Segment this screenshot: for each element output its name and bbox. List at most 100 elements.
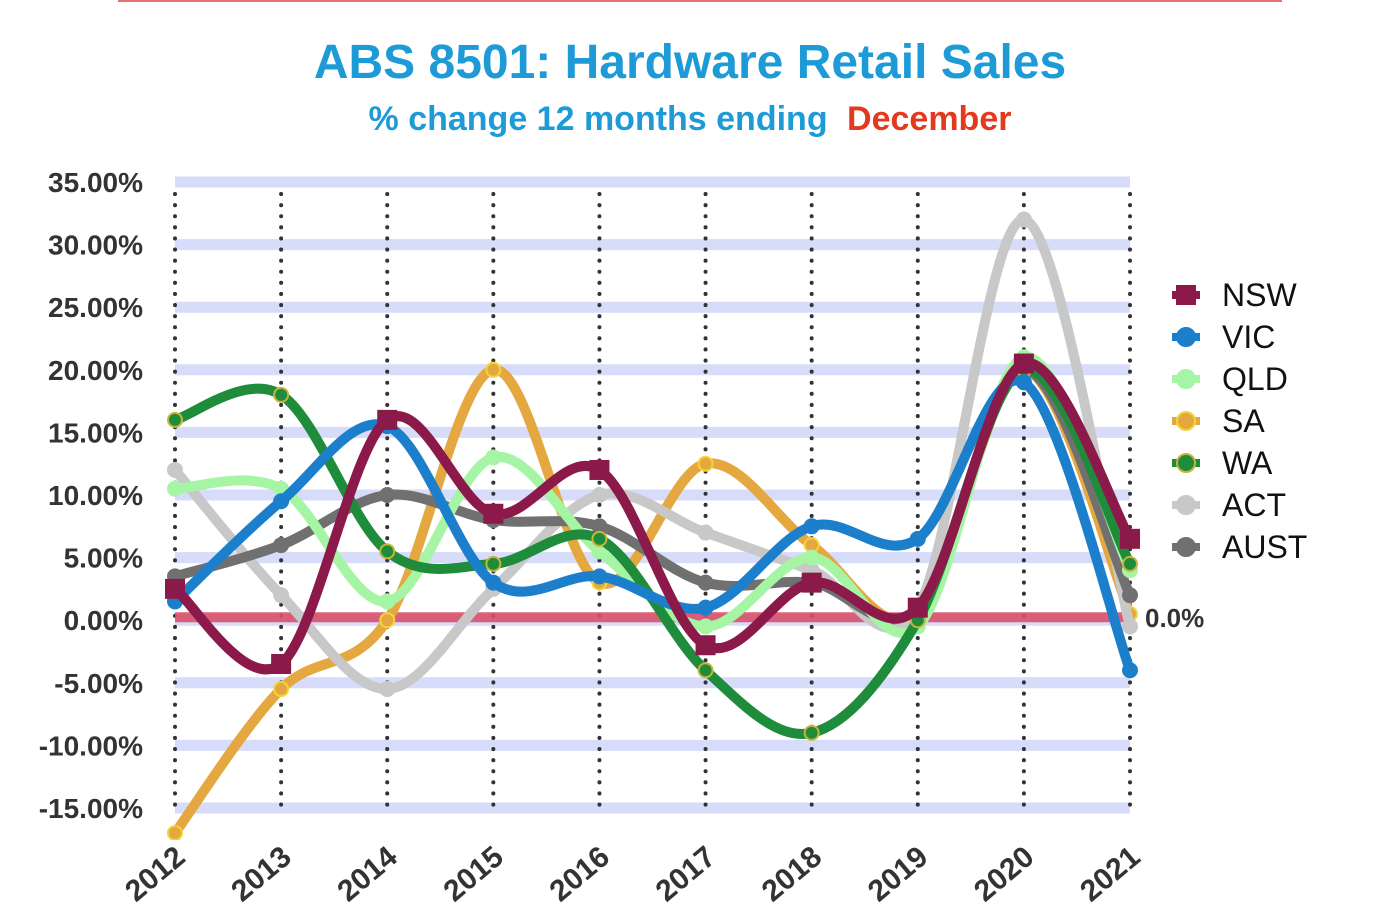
y-tick-label: 15.00% bbox=[48, 417, 143, 448]
point-vic-2016 bbox=[591, 568, 608, 585]
point-aust-2013 bbox=[273, 537, 290, 554]
point-act-2016 bbox=[591, 487, 608, 503]
point-wa-2013 bbox=[273, 386, 290, 403]
x-tick-label: 2013 bbox=[225, 840, 297, 908]
zero-line-label: 0.0% bbox=[1145, 603, 1204, 633]
point-wa-2018 bbox=[803, 724, 820, 741]
point-act-2021 bbox=[1122, 618, 1138, 635]
legend-item-nsw: NSW bbox=[1172, 277, 1297, 313]
point-nsw-2015 bbox=[483, 503, 504, 524]
legend: NSW VIC QLD SA WA ACT AUST bbox=[1172, 277, 1307, 565]
legend-label: AUST bbox=[1222, 529, 1307, 565]
point-aust-2017 bbox=[697, 574, 714, 591]
y-tick-label: -15.00% bbox=[39, 793, 143, 824]
legend-marker bbox=[1176, 537, 1196, 557]
point-nsw-2014 bbox=[377, 409, 398, 430]
y-tick-label: -10.00% bbox=[39, 730, 143, 761]
vertical-gridlines bbox=[173, 192, 1132, 810]
point-wa-2016 bbox=[591, 530, 608, 547]
point-act-2012 bbox=[167, 461, 183, 478]
x-tick-label: 2012 bbox=[119, 840, 191, 908]
y-tick-label: 30.00% bbox=[48, 230, 143, 261]
y-tick-label: -5.00% bbox=[54, 668, 143, 699]
point-qld-2017 bbox=[697, 618, 714, 635]
series-lines bbox=[165, 211, 1140, 840]
point-act-2013 bbox=[273, 587, 290, 604]
legend-label: WA bbox=[1222, 445, 1273, 481]
point-vic-2017 bbox=[697, 599, 714, 616]
legend-marker bbox=[1176, 411, 1196, 431]
y-tick-label: 20.00% bbox=[48, 355, 143, 386]
chart-subtitle: % change 12 months ending December bbox=[369, 100, 1012, 138]
subtitle-highlight: December bbox=[847, 100, 1011, 138]
series-line-nsw bbox=[170, 358, 1135, 675]
point-vic-2015 bbox=[485, 574, 502, 591]
point-wa-2015 bbox=[485, 555, 502, 572]
point-vic-2018 bbox=[803, 518, 820, 535]
point-wa-2014 bbox=[379, 543, 396, 560]
point-qld-2012 bbox=[167, 480, 183, 497]
point-nsw-2016 bbox=[589, 459, 610, 480]
x-tick-label: 2019 bbox=[862, 840, 934, 908]
point-act-2014 bbox=[379, 681, 396, 698]
legend-item-act: ACT bbox=[1172, 487, 1286, 523]
legend-label: ACT bbox=[1222, 487, 1286, 523]
point-wa-2012 bbox=[167, 411, 183, 428]
y-tick-label: 35.00% bbox=[48, 167, 143, 198]
point-nsw-2012 bbox=[165, 578, 185, 599]
x-axis-tick-labels: 2012 2013 2014 2015 2016 2017 2018 2019 2020 2021 bbox=[119, 840, 1146, 908]
point-act-2020 bbox=[1015, 211, 1032, 228]
legend-label: QLD bbox=[1222, 361, 1288, 397]
point-sa-2014 bbox=[379, 612, 396, 629]
legend-item-wa: WA bbox=[1172, 445, 1273, 481]
point-vic-2013 bbox=[273, 493, 290, 510]
y-tick-label: 0.00% bbox=[64, 605, 143, 636]
horizontal-gridlines bbox=[175, 176, 1130, 814]
x-tick-label: 2020 bbox=[968, 840, 1040, 908]
point-aust-2014 bbox=[379, 487, 396, 503]
x-tick-label: 2017 bbox=[650, 840, 722, 908]
legend-item-vic: VIC bbox=[1172, 319, 1275, 355]
legend-label: VIC bbox=[1222, 319, 1275, 355]
legend-item-qld: QLD bbox=[1172, 361, 1288, 397]
y-axis-tick-labels: 35.00% 30.00% 25.00% 20.00% 15.00% 10.00% 5.00… bbox=[39, 167, 143, 824]
series-nsw bbox=[165, 353, 1140, 675]
y-tick-label: 10.00% bbox=[48, 480, 143, 511]
point-vic-2019 bbox=[909, 530, 926, 547]
point-qld-2018 bbox=[803, 549, 820, 566]
point-nsw-2021 bbox=[1120, 528, 1140, 549]
point-nsw-2018 bbox=[801, 572, 822, 593]
legend-label: SA bbox=[1222, 403, 1265, 439]
legend-marker bbox=[1176, 453, 1196, 473]
point-qld-2014 bbox=[379, 593, 396, 610]
legend-marker bbox=[1176, 495, 1196, 515]
legend-marker bbox=[1176, 327, 1196, 347]
point-sa-2013 bbox=[273, 681, 290, 698]
point-nsw-2013 bbox=[271, 654, 292, 675]
point-act-2017 bbox=[697, 524, 714, 541]
chart-title: ABS 8501: Hardware Retail Sales bbox=[314, 36, 1066, 89]
point-qld-2015 bbox=[485, 449, 502, 466]
x-tick-label: 2021 bbox=[1074, 840, 1146, 908]
x-tick-label: 2014 bbox=[331, 840, 404, 908]
x-tick-label: 2015 bbox=[437, 840, 509, 908]
subtitle-prefix: % change 12 months ending bbox=[369, 100, 828, 138]
y-tick-label: 5.00% bbox=[64, 543, 143, 574]
point-nsw-2019 bbox=[907, 597, 928, 618]
point-vic-2021 bbox=[1122, 662, 1138, 679]
point-sa-2015 bbox=[485, 361, 502, 378]
legend-item-sa: SA bbox=[1172, 403, 1265, 439]
x-tick-label: 2016 bbox=[544, 840, 616, 908]
point-sa-2017 bbox=[697, 455, 714, 472]
point-sa-2012 bbox=[167, 825, 183, 840]
x-tick-label: 2018 bbox=[756, 840, 828, 908]
legend-item-aust: AUST bbox=[1172, 529, 1307, 565]
point-wa-2017 bbox=[697, 662, 714, 679]
point-vic-2020 bbox=[1015, 374, 1032, 391]
legend-label: NSW bbox=[1222, 277, 1297, 313]
point-nsw-2017 bbox=[695, 635, 716, 656]
point-wa-2021 bbox=[1122, 555, 1138, 572]
legend-marker bbox=[1176, 369, 1196, 389]
point-aust-2021 bbox=[1122, 587, 1138, 604]
